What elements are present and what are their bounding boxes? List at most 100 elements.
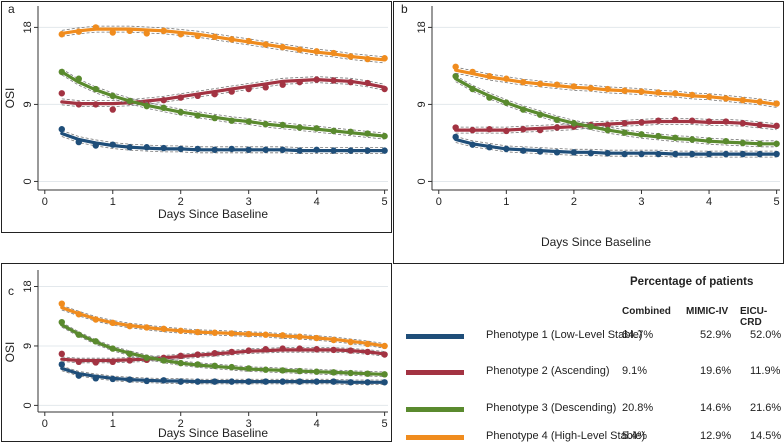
phenotype-3-eicu: 21.6%: [750, 402, 782, 414]
series-p2: [58, 345, 388, 366]
phenotype-2-combined: 9.1%: [622, 365, 648, 377]
data-point-p2: [160, 96, 167, 104]
data-point-p2: [177, 94, 184, 101]
data-point-p4: [194, 328, 201, 336]
y-tick-label: 0: [416, 178, 428, 184]
data-point-p2: [313, 346, 320, 353]
data-point-p4: [126, 27, 133, 35]
data-point-p3: [553, 116, 561, 124]
y-tick-label: 18: [22, 280, 34, 292]
ci-upper-p4: [455, 66, 777, 102]
data-point-p4: [347, 53, 354, 60]
phenotype-1-combined: 64.7%: [622, 329, 654, 341]
data-point-p2: [177, 352, 184, 360]
phenotype-4-swatch: [406, 435, 464, 440]
data-point-p4: [570, 83, 578, 90]
data-point-p3: [364, 130, 371, 137]
data-point-p2: [364, 79, 371, 87]
data-point-p3: [92, 85, 99, 93]
data-point-p1: [177, 378, 184, 385]
data-point-p2: [638, 119, 645, 126]
y-tick-label: 9: [22, 101, 34, 107]
data-point-p3: [570, 120, 578, 127]
data-point-p3: [75, 331, 82, 338]
data-point-p4: [536, 80, 544, 88]
data-point-p2: [92, 101, 99, 108]
data-point-p3: [705, 137, 713, 144]
x-tick-label: 2: [178, 196, 184, 208]
data-point-p1: [347, 379, 354, 386]
data-point-p4: [638, 88, 645, 95]
ci-lower-p4: [455, 72, 777, 108]
data-point-p1: [520, 147, 527, 154]
x-axis-title: Days Since Baseline: [541, 235, 651, 249]
data-point-p2: [553, 124, 561, 131]
data-point-p4: [486, 72, 493, 80]
data-point-p3: [296, 124, 303, 131]
data-point-p2: [722, 118, 730, 125]
data-point-p1: [160, 144, 167, 152]
x-tick-label: 0: [42, 196, 48, 208]
data-point-p3: [262, 366, 269, 373]
data-point-p3: [520, 106, 527, 113]
series-p3: [452, 72, 780, 148]
data-point-p4: [109, 29, 116, 36]
data-point-p3: [587, 123, 594, 130]
ci-upper-p3: [61, 68, 385, 134]
data-point-p4: [75, 28, 82, 35]
data-point-p1: [58, 126, 65, 133]
data-point-p1: [587, 150, 594, 157]
series-p2: [58, 76, 388, 113]
data-point-p2: [262, 84, 269, 91]
data-point-p2: [245, 85, 252, 93]
data-point-p1: [75, 372, 82, 379]
data-point-p3: [177, 108, 184, 116]
data-point-p3: [279, 367, 286, 374]
phenotype-4-mimic: 12.9%: [700, 430, 732, 442]
data-point-p3: [347, 128, 354, 136]
data-point-p2: [469, 126, 476, 134]
panel-a: 0 1 2 3 4 5 0 9 18 a Days Since Baseline OSI: [1, 1, 392, 233]
data-point-p3: [228, 117, 235, 124]
ci-upper-p2: [455, 118, 777, 128]
data-point-p3: [194, 361, 201, 368]
data-point-p1: [262, 378, 269, 385]
x-tick-label: 0: [42, 418, 48, 430]
data-point-p4: [655, 89, 662, 96]
data-point-p1: [638, 150, 645, 158]
data-point-p4: [587, 84, 594, 92]
series-p1: [58, 126, 388, 155]
data-point-p3: [211, 362, 218, 369]
series-p4: [58, 300, 388, 350]
data-point-p3: [381, 371, 388, 378]
data-point-p1: [245, 378, 252, 385]
phenotype-3-label: Phenotype 3 (Descending): [486, 402, 617, 414]
x-tick-label: 2: [178, 418, 184, 430]
data-point-p4: [773, 100, 780, 107]
panel-a-border: [1, 1, 392, 233]
phenotype-2-label: Phenotype 2 (Ascending): [486, 365, 610, 377]
data-point-p3: [452, 72, 459, 80]
data-point-p3: [347, 369, 354, 377]
ci-lower-p4: [61, 31, 385, 64]
x-axis-title: Days Since Baseline: [158, 207, 268, 221]
data-point-p3: [486, 94, 493, 101]
data-point-p2: [756, 121, 763, 129]
data-point-p4: [452, 63, 459, 70]
data-point-p1: [452, 133, 459, 141]
data-point-p2: [688, 117, 696, 124]
data-point-p3: [722, 138, 730, 145]
data-point-p4: [143, 30, 150, 37]
ci-lower-p3: [61, 74, 385, 140]
data-point-p2: [330, 77, 337, 84]
data-point-p3: [126, 350, 133, 358]
y-tick-label: 18: [416, 21, 428, 33]
data-point-p1: [381, 147, 388, 154]
ci-upper-p1: [455, 136, 777, 152]
data-point-p2: [486, 126, 493, 133]
x-tick-label: 1: [110, 196, 116, 208]
data-point-p4: [688, 91, 696, 99]
data-point-p1: [143, 377, 150, 385]
header-combined: Combined: [622, 306, 671, 317]
data-point-p1: [126, 376, 133, 383]
